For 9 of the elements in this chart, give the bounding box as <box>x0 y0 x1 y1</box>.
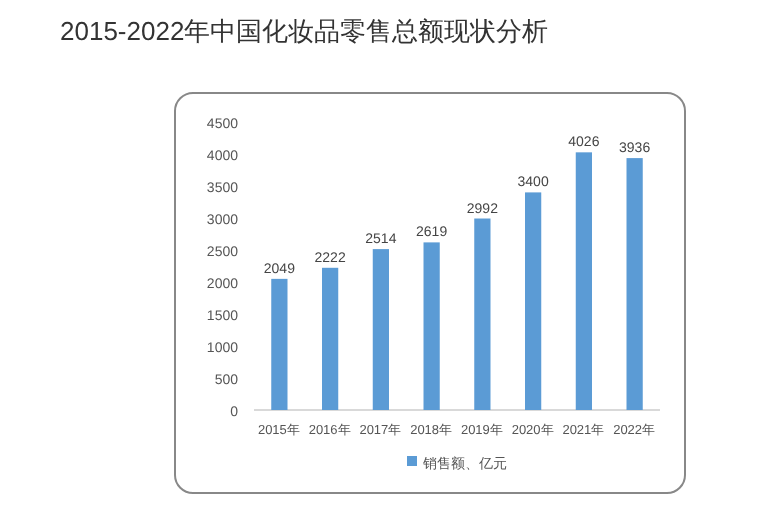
bar <box>322 267 339 410</box>
bar <box>525 192 542 410</box>
bar <box>474 218 491 410</box>
bar <box>575 152 592 410</box>
bar <box>423 242 440 410</box>
bar <box>372 249 389 410</box>
bar <box>271 278 288 410</box>
bar <box>626 158 643 410</box>
title: 2015-2022年中国化妆品零售总额现状分析 <box>60 16 549 46</box>
